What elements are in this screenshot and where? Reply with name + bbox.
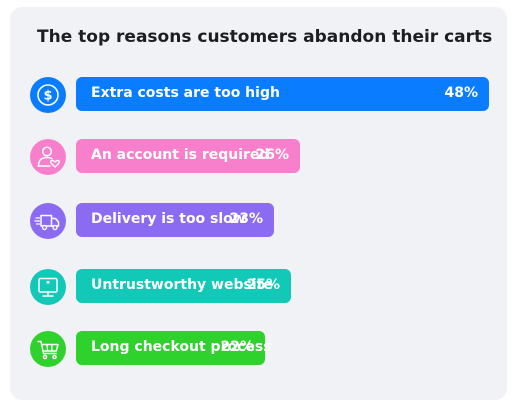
bar-value-label: 25% bbox=[246, 277, 280, 293]
bar-value-label: 23% bbox=[229, 211, 263, 227]
chart-title: The top reasons customers abandon their … bbox=[37, 27, 493, 47]
bar-value-label: 26% bbox=[255, 147, 289, 163]
bar-row: An account is required 26% bbox=[10, 139, 507, 175]
bar-value-label: 48% bbox=[444, 85, 478, 101]
svg-text:$: $ bbox=[43, 89, 52, 104]
bar-untrustworthy-website: Untrustworthy website 25% bbox=[76, 269, 291, 303]
monitor-icon bbox=[30, 269, 66, 305]
bar-value-label: 22% bbox=[220, 339, 254, 355]
chart-card: The top reasons customers abandon their … bbox=[10, 7, 507, 400]
bar-account-required: An account is required 26% bbox=[76, 139, 300, 173]
bar-label: An account is required bbox=[91, 147, 270, 163]
bar-label: Delivery is too slow bbox=[91, 211, 246, 227]
bar-label: Untrustworthy website bbox=[91, 277, 273, 293]
bar-delivery-slow: Delivery is too slow 23% bbox=[76, 203, 274, 237]
bar-row: $ Extra costs are too high 48% bbox=[10, 77, 507, 113]
bar-long-checkout: Long checkout process 22% bbox=[76, 331, 272, 365]
bar-extra-costs: Extra costs are too high 48% bbox=[76, 77, 489, 111]
shopping-cart-icon bbox=[30, 331, 66, 367]
delivery-truck-icon bbox=[30, 203, 66, 239]
bar-row: Delivery is too slow 23% bbox=[10, 203, 507, 239]
dollar-icon: $ bbox=[30, 77, 66, 113]
bar-label: Long checkout process bbox=[91, 339, 272, 355]
bar-row: Untrustworthy website 25% bbox=[10, 269, 507, 305]
user-heart-icon bbox=[30, 139, 66, 175]
bar-label: Extra costs are too high bbox=[91, 85, 280, 101]
bar-row: Long checkout process 22% bbox=[10, 331, 507, 367]
